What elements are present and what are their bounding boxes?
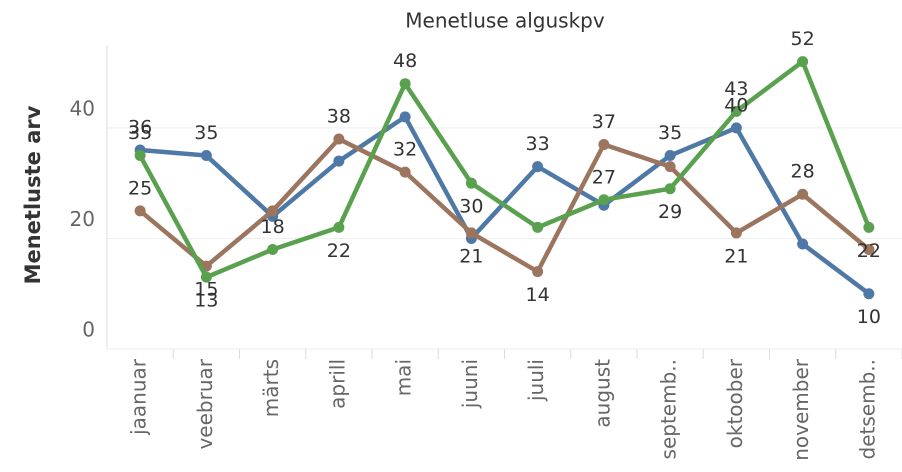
x-tick-label: jaanuar: [127, 358, 151, 436]
point: [797, 56, 809, 68]
data-label: 21: [724, 245, 748, 267]
point: [333, 221, 345, 233]
data-label: 35: [658, 122, 682, 144]
point: [267, 244, 279, 256]
data-label: 14: [526, 284, 550, 306]
point: [863, 221, 875, 233]
point: [399, 166, 411, 178]
x-tick-label: märts: [259, 359, 283, 417]
point: [797, 188, 809, 200]
data-label: 30: [459, 196, 483, 218]
point: [598, 194, 610, 206]
data-label: 22: [857, 240, 881, 262]
point: [333, 155, 345, 167]
point: [664, 183, 676, 195]
y-tick-label: 20: [70, 207, 95, 231]
point: [333, 133, 345, 145]
point: [465, 177, 477, 189]
data-label: 52: [791, 28, 815, 50]
data-label: 13: [194, 290, 218, 312]
data-label: 38: [327, 105, 351, 127]
point: [730, 122, 742, 134]
series-line: [138, 136, 871, 274]
data-label: 48: [393, 50, 417, 72]
data-label: 40: [724, 94, 748, 116]
data-label: 22: [327, 240, 351, 262]
x-tick-label: aprill: [325, 359, 349, 409]
point: [532, 161, 544, 173]
point: [399, 111, 411, 123]
data-label: 32: [393, 139, 417, 161]
point: [134, 205, 146, 217]
y-tick-label: 0: [82, 318, 95, 342]
point: [863, 288, 875, 300]
x-tick-label: november: [789, 358, 813, 461]
x-tick-label: veebruar: [193, 358, 217, 449]
x-tick-label: juuli: [524, 359, 548, 402]
x-tick-label: mai: [392, 359, 416, 396]
data-label: 36: [128, 117, 152, 139]
series-line: [138, 59, 871, 280]
point: [863, 244, 875, 256]
point: [664, 161, 676, 173]
point: [200, 150, 212, 162]
point: [399, 78, 411, 90]
point: [664, 150, 676, 162]
data-label: 33: [526, 133, 550, 155]
data-label: 35: [194, 122, 218, 144]
x-tick-label: detsemb..: [855, 359, 879, 459]
y-axis-title: Menetluste arv: [21, 105, 45, 284]
chart-title: Menetluse alguskpv: [405, 9, 605, 33]
data-label: 28: [791, 161, 815, 183]
y-tick-label: 40: [70, 96, 95, 120]
x-tick-label: septemb..: [657, 359, 681, 459]
data-label: 27: [592, 166, 616, 188]
x-tick-label: august: [590, 359, 614, 428]
series-line: [139, 114, 871, 296]
x-tick-label: oktoober: [723, 358, 747, 448]
data-label: 18: [261, 216, 285, 238]
data-label: 35: [128, 122, 152, 144]
data-label: 29: [658, 201, 682, 223]
data-label: 15: [194, 279, 218, 301]
data-label: 43: [724, 78, 748, 100]
point: [598, 138, 610, 150]
point: [134, 150, 146, 162]
point: [532, 221, 544, 233]
point: [267, 205, 279, 217]
data-label: 37: [592, 111, 616, 133]
x-tick-label: juuni: [458, 359, 482, 409]
point: [730, 105, 742, 117]
point: [730, 227, 742, 239]
point: [465, 227, 477, 239]
point: [532, 266, 544, 278]
point: [797, 238, 809, 250]
data-label: 25: [128, 177, 152, 199]
data-label: 10: [857, 306, 881, 328]
point: [200, 271, 212, 283]
data-label: 21: [459, 245, 483, 267]
